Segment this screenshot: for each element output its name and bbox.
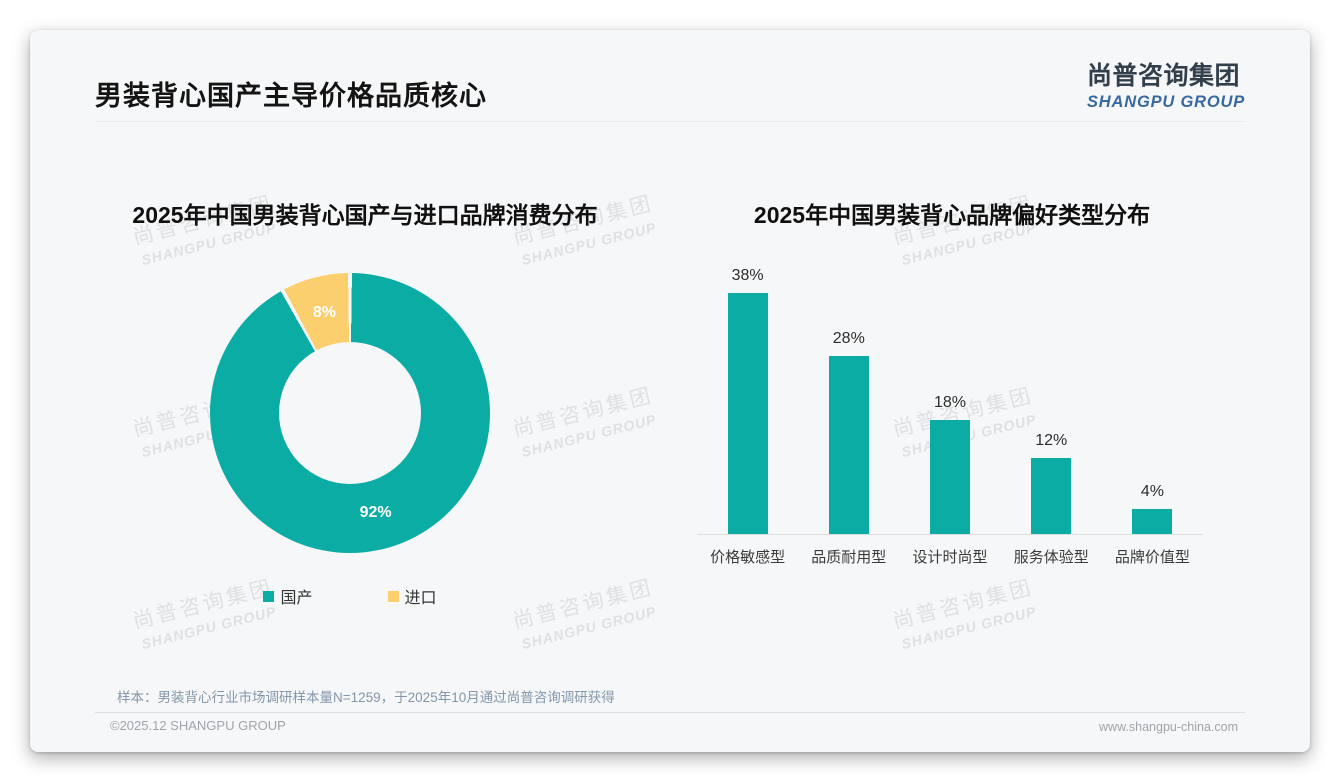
bar-category-label: 品牌价值型 bbox=[1114, 549, 1190, 566]
bar bbox=[1031, 457, 1072, 534]
bar-category-label: 服务体验型 bbox=[1013, 549, 1089, 566]
donut-chart-title: 2025年中国男装背心国产与进口品牌消费分布 bbox=[132, 202, 598, 228]
bar-slot: 38% bbox=[697, 229, 798, 534]
bar bbox=[727, 293, 768, 534]
bar-category-label: 设计时尚型 bbox=[912, 549, 988, 566]
bar-value-label: 12% bbox=[1035, 431, 1068, 449]
bar-chart-plot: 38% 28% 18% 12% 4% bbox=[697, 229, 1203, 535]
page-title: 男装背心国产主导价格品质核心 bbox=[95, 81, 487, 111]
watermark-chinese-text: 尚普咨询集团 bbox=[510, 576, 656, 634]
donut-legend: 国产 进口 bbox=[210, 584, 490, 608]
title-divider bbox=[95, 121, 1245, 122]
donut-hole bbox=[279, 342, 421, 484]
legend-item: 进口 bbox=[387, 584, 437, 608]
watermark-english-text: SHANGPU GROUP bbox=[139, 603, 278, 653]
report-card: 尚普咨询集团 SHANGPU GROUP 尚普咨询集团 SHANGPU GROUP 尚普… bbox=[30, 30, 1310, 752]
bar-value-label: 28% bbox=[832, 330, 865, 348]
bar-slot: 18% bbox=[899, 229, 1000, 534]
watermark-english-text: SHANGPU GROUP bbox=[519, 603, 658, 653]
bar-slot: 4% bbox=[1102, 229, 1203, 534]
watermark-chinese-text: 尚普咨询集团 bbox=[890, 576, 1036, 634]
bar bbox=[828, 356, 869, 534]
bar-chart-category-axis: 价格敏感型 品质耐用型 设计时尚型 服务体验型 品牌价值型 bbox=[697, 546, 1203, 567]
legend-label: 进口 bbox=[404, 590, 437, 607]
logo-chinese-text: 尚普咨询集团 bbox=[1087, 62, 1241, 90]
bar bbox=[930, 419, 970, 534]
logo-english-text: SHANGPU GROUP bbox=[1087, 93, 1245, 111]
bar-category-label: 价格敏感型 bbox=[710, 549, 786, 566]
watermark-english-text: SHANGPU GROUP bbox=[899, 603, 1038, 653]
donut-chart: 92% 8% bbox=[210, 273, 490, 553]
legend-label: 国产 bbox=[280, 590, 313, 607]
bar-category-label: 品质耐用型 bbox=[811, 549, 887, 566]
website-text: www.shangpu-china.com bbox=[1099, 720, 1238, 734]
copyright-text: ©2025.12 SHANGPU GROUP bbox=[110, 718, 286, 733]
watermark-english-text: SHANGPU GROUP bbox=[519, 411, 658, 461]
watermark-chinese-text: 尚普咨询集团 bbox=[510, 384, 656, 442]
bar-slot: 12% bbox=[1001, 229, 1102, 534]
legend-item: 国产 bbox=[263, 584, 313, 608]
pie-slice-label: 92% bbox=[359, 503, 392, 521]
bar-slot: 28% bbox=[798, 229, 899, 534]
legend-swatch bbox=[263, 590, 275, 602]
sample-footnote: 样本：男装背心行业市场调研样本量N=1259，于2025年10月通过尚普咨询调研… bbox=[117, 690, 615, 705]
pie-slice-label: 8% bbox=[312, 304, 336, 322]
company-logo: 尚普咨询集团 SHANGPU GROUP bbox=[1087, 56, 1245, 112]
bar-value-label: 38% bbox=[731, 267, 764, 285]
bar-value-label: 18% bbox=[933, 393, 967, 411]
bar-value-label: 4% bbox=[1140, 482, 1164, 500]
legend-swatch bbox=[387, 590, 399, 602]
footer-divider bbox=[95, 712, 1245, 713]
bar-chart-title: 2025年中国男装背心品牌偏好类型分布 bbox=[753, 202, 1151, 228]
bar bbox=[1132, 508, 1173, 534]
